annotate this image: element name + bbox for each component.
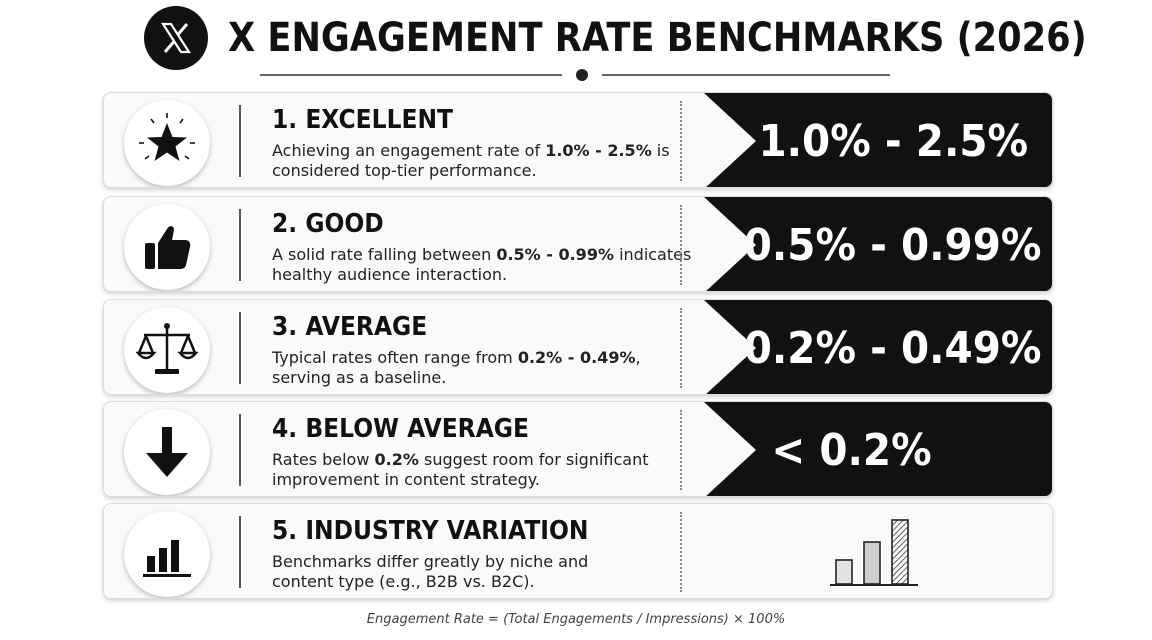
tier-card-excellent: 1. EXCELLENT Achieving an engagement rat…: [103, 92, 1053, 188]
tier-value: 0.2% - 0.49%: [743, 322, 1042, 374]
dotted-separator: [680, 308, 682, 388]
tier-title: 2. GOOD: [272, 209, 384, 239]
card-separator: [239, 414, 241, 486]
card-separator: [239, 209, 241, 281]
title-divider-right: [602, 74, 890, 76]
bar-chart-icon: [124, 511, 210, 597]
dotted-separator: [680, 410, 682, 490]
tier-title: 1. EXCELLENT: [272, 105, 454, 135]
tier-title: 3. AVERAGE: [272, 312, 428, 342]
tier-value-panel: < 0.2%: [704, 402, 1052, 496]
tier-description: Benchmarks differ greatly by niche and c…: [272, 552, 589, 591]
tier-value-panel: 1.0% - 2.5%: [704, 93, 1052, 187]
thumbs-up-icon: [124, 204, 210, 290]
tier-description: Typical rates often range from 0.2% - 0.…: [272, 348, 641, 387]
scales-icon: [124, 307, 210, 393]
card-separator: [239, 312, 241, 384]
tier-title: 5. INDUSTRY VARIATION: [272, 516, 589, 546]
tier-value-panel: 0.2% - 0.49%: [704, 300, 1052, 394]
tier-card-industry-variation: 5. INDUSTRY VARIATION Benchmarks differ …: [103, 503, 1053, 599]
page-title: X ENGAGEMENT RATE BENCHMARKS (2026): [228, 15, 1087, 61]
tier-description: Achieving an engagement rate of 1.0% - 2…: [272, 141, 670, 180]
dotted-separator: [680, 512, 682, 592]
tier-value-panel: 0.5% - 0.99%: [704, 197, 1052, 291]
star-icon: [124, 100, 210, 186]
x-logo-icon: [144, 6, 208, 70]
tier-value: 0.5% - 0.99%: [743, 219, 1042, 271]
dotted-separator: [680, 205, 682, 285]
tier-value: 1.0% - 2.5%: [758, 115, 1028, 167]
bar-chart-illustration-icon: [824, 514, 924, 590]
card-separator: [239, 516, 241, 588]
tier-card-average: 3. AVERAGE Typical rates often range fro…: [103, 299, 1053, 395]
tier-card-below-average: 4. BELOW AVERAGE Rates below 0.2% sugges…: [103, 401, 1053, 497]
formula-footnote: Engagement Rate = (Total Engagements / I…: [366, 612, 786, 627]
tier-title: 4. BELOW AVERAGE: [272, 414, 530, 444]
tier-value: < 0.2%: [771, 424, 932, 476]
card-separator: [239, 105, 241, 177]
tier-description: A solid rate falling between 0.5% - 0.99…: [272, 245, 692, 284]
tier-description: Rates below 0.2% suggest room for signif…: [272, 450, 649, 489]
title-divider-dot: [576, 69, 588, 81]
dotted-separator: [680, 101, 682, 181]
tier-card-good: 2. GOOD A solid rate falling between 0.5…: [103, 196, 1053, 292]
header: X ENGAGEMENT RATE BENCHMARKS (2026): [0, 6, 1152, 70]
title-divider-left: [260, 74, 562, 76]
arrow-down-icon: [124, 409, 210, 495]
